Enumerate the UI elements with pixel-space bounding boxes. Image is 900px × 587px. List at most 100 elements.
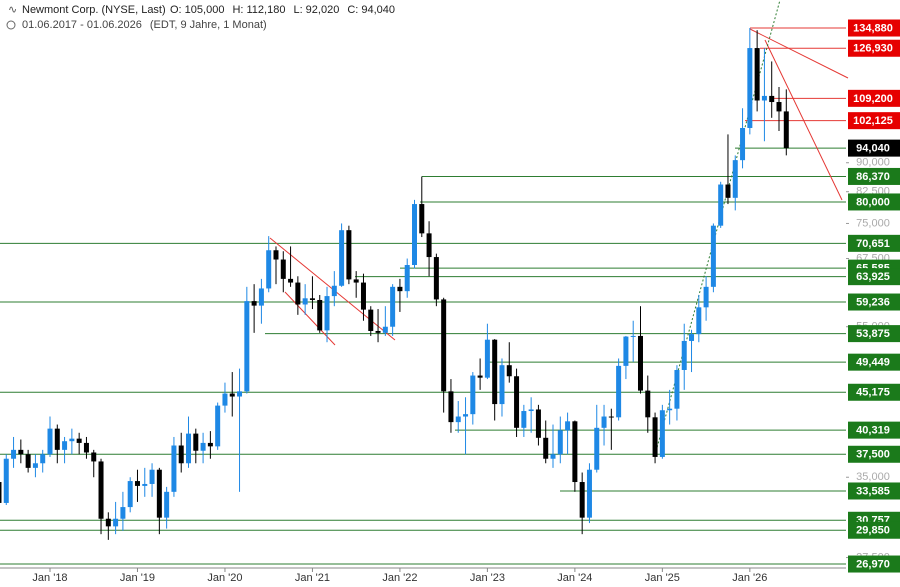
candle-body	[601, 416, 607, 428]
level-tag	[848, 521, 900, 539]
level-tag-label: 134,880	[853, 22, 893, 34]
candle-body	[142, 483, 148, 486]
candle-body	[346, 230, 352, 280]
level-tag	[848, 39, 900, 57]
candle-body	[463, 414, 469, 417]
candle-body	[324, 296, 330, 331]
candle-body	[608, 416, 614, 418]
x-tick-label: Jan '26	[732, 572, 767, 584]
candle-body	[317, 299, 323, 331]
level-tag-label: 126,930	[853, 43, 893, 55]
chart-icon: ∿	[8, 4, 17, 16]
candle-body	[32, 463, 38, 468]
candle-body	[630, 335, 636, 337]
level-tag	[848, 482, 900, 500]
candle-body	[18, 449, 24, 455]
candle-body	[623, 336, 629, 366]
candle-body	[105, 518, 111, 527]
candle-body	[448, 391, 454, 423]
candle-body	[280, 259, 286, 279]
y-tick-label: 35,000	[856, 471, 890, 483]
candle-body	[266, 250, 272, 289]
quote-value: O: 105,000	[170, 4, 224, 16]
candle-body	[404, 265, 410, 292]
candle-body	[244, 301, 250, 392]
candle-body	[207, 442, 213, 447]
candle-body	[62, 441, 68, 450]
candle-body	[725, 184, 731, 198]
clock-icon	[6, 20, 16, 30]
candle-body	[696, 307, 702, 335]
level-tag	[848, 325, 900, 343]
candle-body	[382, 326, 388, 333]
level-tag-label: 70,651	[856, 238, 890, 250]
level-tag	[848, 555, 900, 573]
header: ∿ Newmont Corp. (NYSE, Last) 01.06.2017 …	[6, 4, 395, 31]
candle-body	[616, 365, 622, 418]
level-tag-label: 37,500	[856, 449, 890, 461]
level-tag	[848, 19, 900, 37]
candle-body	[637, 335, 643, 391]
candle-body	[565, 421, 571, 431]
candle-body	[645, 390, 651, 418]
level-tag	[848, 293, 900, 311]
candle-body	[390, 286, 396, 327]
level-tag-label: 40,319	[856, 425, 890, 437]
candle-body	[47, 428, 53, 455]
candle-body	[732, 160, 738, 198]
candle-body	[484, 339, 490, 378]
candle-body	[652, 417, 658, 457]
level-tag	[848, 167, 900, 185]
x-tick-label: Jan '25	[645, 572, 680, 584]
candle-body	[215, 405, 221, 447]
candle-body	[761, 95, 767, 101]
x-tick-label: Jan '22	[382, 572, 417, 584]
candle-body	[586, 469, 592, 518]
candle-body	[127, 481, 133, 508]
level-tag-label: 94,040	[856, 143, 890, 155]
candle-body	[783, 111, 789, 149]
candle-body	[339, 230, 345, 286]
level-tag	[848, 139, 900, 157]
level-tag-label: 33,585	[856, 485, 890, 497]
candle-body	[54, 428, 60, 450]
candle-body	[186, 433, 192, 464]
candle-body	[397, 286, 403, 292]
quote-value: H: 112,180	[232, 4, 285, 16]
candle-body	[98, 461, 104, 519]
level-tag-label: 53,875	[856, 328, 890, 340]
level-tag	[848, 234, 900, 252]
y-tick-label: 75,000	[856, 217, 890, 229]
candle-body	[754, 48, 760, 101]
candle-body	[769, 95, 775, 103]
candle-body	[353, 279, 359, 283]
candle-body	[83, 442, 89, 453]
candle-body	[120, 507, 126, 519]
candle-body	[229, 393, 235, 397]
candle-body	[594, 427, 600, 470]
candle-body	[528, 409, 534, 412]
candle-body	[134, 481, 140, 486]
candle-body	[543, 437, 549, 459]
x-tick-label: Jan '21	[295, 572, 330, 584]
level-tag	[848, 421, 900, 439]
candle-body	[164, 491, 170, 518]
candle-body	[171, 445, 177, 492]
level-tag	[848, 268, 900, 286]
level-tag-label: 63,925	[856, 271, 890, 283]
chart-subtitle: 01.06.2017 - 01.06.2026	[22, 19, 142, 31]
candle-body	[237, 391, 243, 397]
level-tag	[848, 89, 900, 107]
candle-body	[550, 454, 556, 459]
candle-body	[718, 184, 724, 226]
x-tick-label: Jan '23	[470, 572, 505, 584]
candle-body	[659, 410, 665, 457]
candle-body	[477, 375, 483, 378]
candle-body	[492, 339, 498, 405]
candle-body	[331, 285, 337, 297]
chart-subtitle-note: (EDT, 9 Jahre, 1 Monat)	[150, 19, 267, 31]
candle-body	[455, 416, 461, 423]
candle-body	[149, 469, 155, 484]
